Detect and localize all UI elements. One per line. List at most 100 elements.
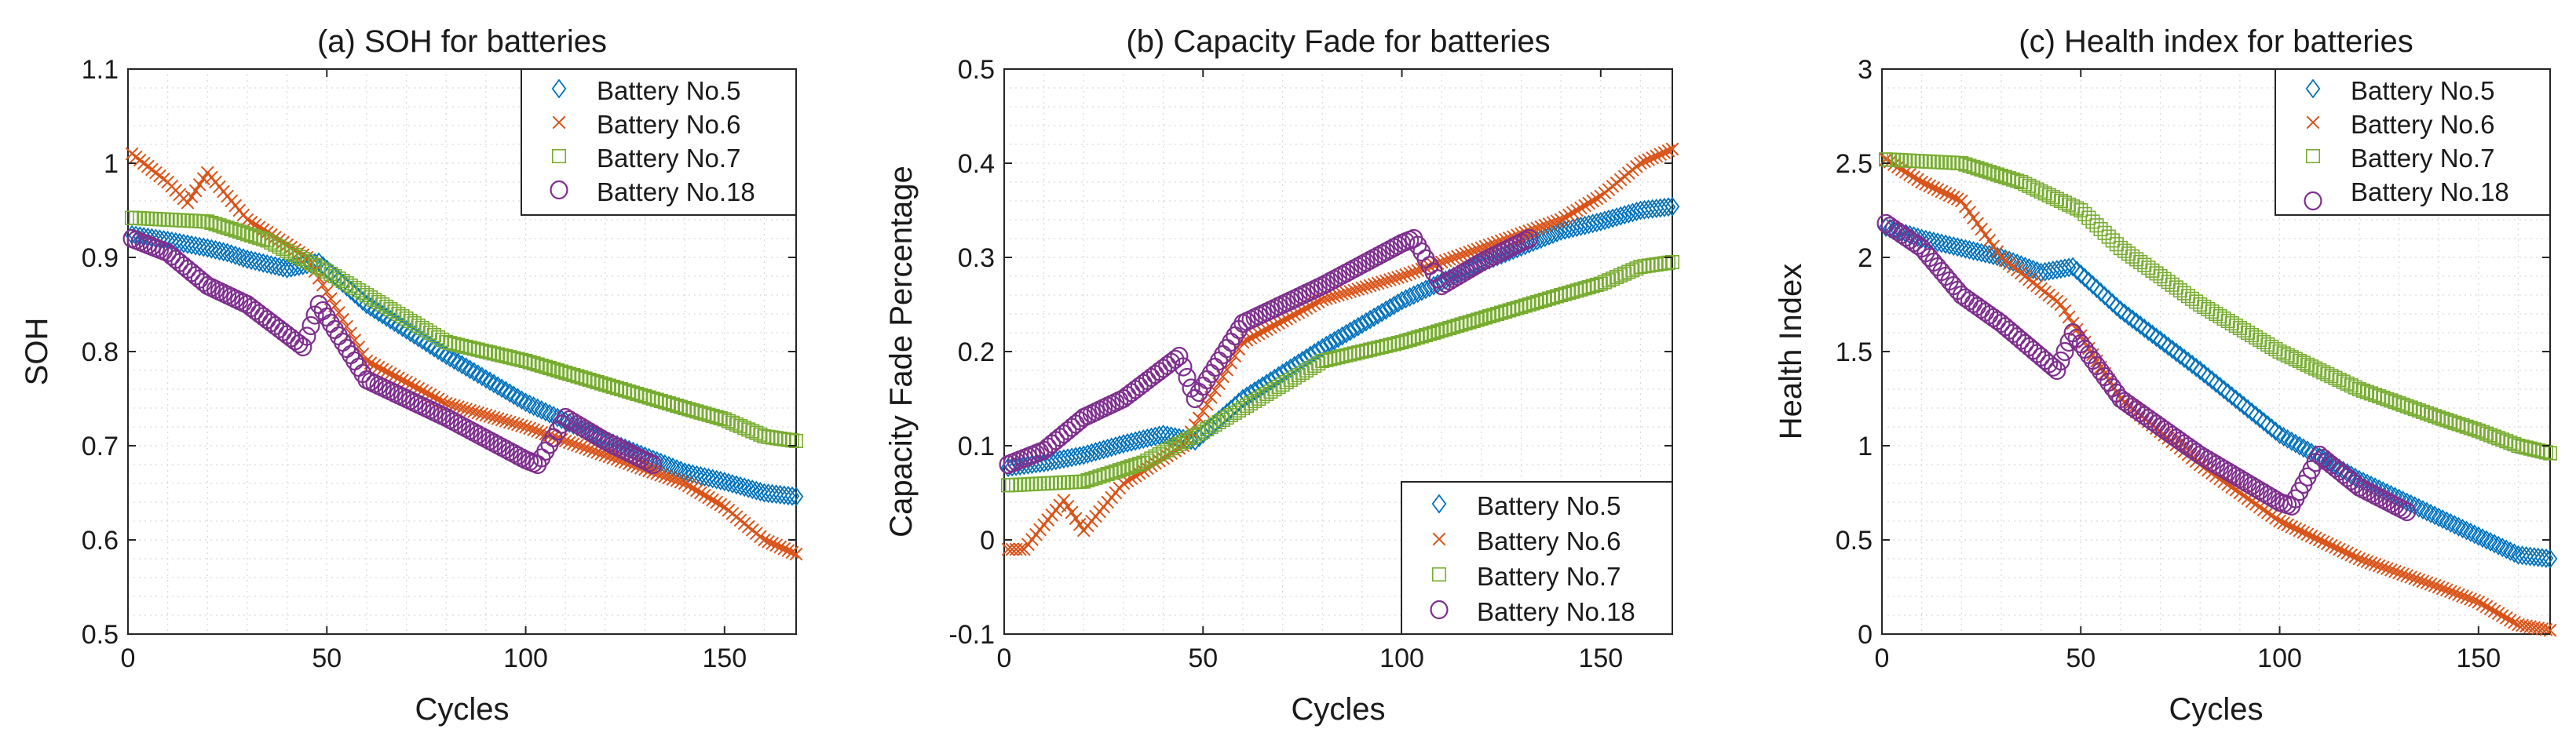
data-point: [2464, 592, 2478, 606]
data-point: [1533, 293, 1548, 308]
data-point: [1315, 353, 1330, 369]
data-point: [2022, 178, 2037, 193]
data-point: [2447, 515, 2462, 535]
data-point: [294, 337, 312, 357]
data-point: [1958, 199, 1972, 213]
axis-ticks: 0 50 100 150 0 0.5 1 1.5 2 2.5 3: [1836, 55, 2550, 673]
legend-item-battery-6: Battery No.6: [1432, 527, 1621, 556]
panel-health-index: 0 50 100 150 0 0.5 1 1.5 2 2.5 3 (c) Health index …: [1774, 24, 2558, 727]
data-point: [2447, 415, 2462, 430]
data-point: [534, 358, 549, 374]
data-point: [2456, 589, 2469, 603]
data-point: [1510, 301, 1525, 315]
data-point: [2136, 318, 2152, 338]
data-point: [479, 408, 493, 422]
data-point: [1339, 286, 1354, 300]
y-tick-label: 0.7: [82, 432, 119, 461]
data-point: [1537, 292, 1552, 308]
data-point: [2169, 280, 2183, 295]
data-point: [2073, 264, 2088, 284]
data-point: [483, 410, 497, 423]
data-point: [1927, 180, 1941, 195]
data-point: [1379, 274, 1393, 288]
data-point: [490, 376, 506, 396]
data-point: [1498, 304, 1513, 319]
data-point: [1088, 442, 1103, 462]
data-point: [188, 184, 203, 198]
data-point: [2049, 260, 2065, 280]
data-point: [1328, 290, 1341, 303]
data-point: [685, 403, 700, 417]
data-point: [335, 273, 350, 293]
data-point: [2324, 538, 2338, 552]
data-point: [1642, 153, 1656, 166]
data-point: [2495, 609, 2509, 622]
data-point: [1072, 446, 1087, 466]
data-point: [2165, 277, 2180, 292]
data-point: [1550, 289, 1565, 304]
x-tick-label: 150: [2456, 643, 2501, 673]
data-point: [2061, 257, 2077, 278]
data-point: [2490, 535, 2506, 556]
data-point: [531, 424, 545, 438]
data-point: [1080, 472, 1095, 488]
data-point: [2141, 321, 2156, 341]
data-point: [185, 190, 199, 204]
data-point: [518, 392, 533, 413]
data-point: [1371, 341, 1386, 355]
legend-label: Battery No.5: [597, 76, 740, 105]
x-tick-label: 50: [1188, 643, 1218, 673]
data-point: [558, 365, 573, 381]
data-point: [1459, 246, 1473, 261]
data-point: [2467, 422, 2482, 437]
x-tick-label: 100: [503, 643, 548, 673]
data-point: [1239, 386, 1255, 406]
data-point: [2129, 252, 2144, 267]
data-point: [1646, 151, 1660, 165]
data-point: [426, 337, 442, 358]
y-tick-label: 3: [1858, 55, 1873, 85]
data-point: [1160, 449, 1175, 463]
data-point: [224, 244, 239, 264]
y-tick-label: 0.2: [958, 337, 995, 367]
data-point: [220, 221, 235, 235]
data-point: [1255, 325, 1270, 338]
data-point: [762, 534, 775, 549]
data-point: [1382, 297, 1398, 318]
data-point: [2128, 312, 2144, 333]
data-point: [1954, 194, 1968, 208]
data-point: [2280, 348, 2295, 363]
data-point: [1938, 186, 1953, 200]
data-point: [2169, 342, 2184, 363]
data-point: [1573, 282, 1588, 297]
data-point: [2460, 591, 2474, 604]
data-point: [2391, 396, 2406, 411]
data-point: [491, 347, 506, 362]
diamond-marker-icon: [1431, 494, 1447, 514]
data-point: [523, 421, 537, 436]
data-point: [1056, 449, 1072, 469]
data-point: [2344, 548, 2359, 562]
data-point: [1549, 222, 1565, 242]
data-marks: [122, 147, 804, 561]
data-point: [1108, 464, 1123, 479]
data-point: [2439, 583, 2454, 597]
data-point: [1601, 210, 1617, 230]
data-point: [2260, 414, 2275, 435]
data-point: [1251, 326, 1266, 341]
data-point: [2499, 434, 2514, 449]
legend: Battery No.5 Battery No.6 Battery No.7 B…: [1401, 481, 1673, 635]
data-point: [1375, 339, 1390, 355]
legend-marker-shape: [550, 180, 568, 200]
data-point: [2435, 581, 2450, 596]
data-point: [375, 363, 389, 377]
data-point: [2057, 258, 2073, 279]
data-point: [339, 277, 354, 297]
data-point: [1597, 275, 1612, 290]
y-axis-label: Capacity Fade Percentage: [884, 166, 919, 538]
data-point: [1577, 281, 1592, 296]
data-point: [2352, 552, 2366, 566]
data-point: [769, 538, 784, 552]
data-point: [1332, 288, 1345, 302]
x-axis-label: Cycles: [1291, 692, 1385, 727]
